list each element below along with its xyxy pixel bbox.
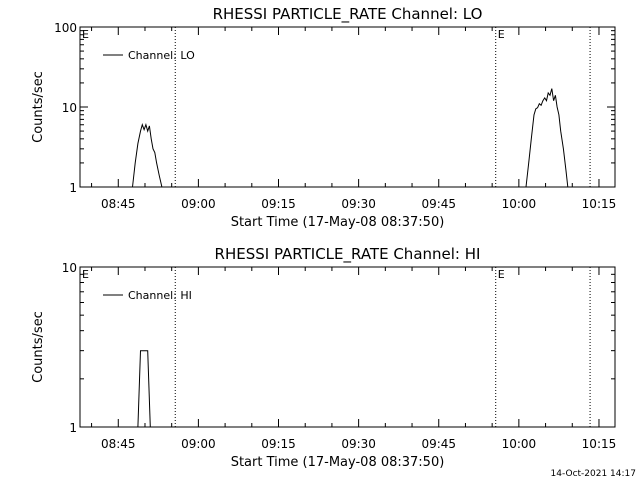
chart-panel-hi: RHESSI PARTICLE_RATE Channel: HI Start Ti… <box>31 245 616 470</box>
eclipse-marker-label: E <box>82 268 89 281</box>
series-line <box>132 123 163 188</box>
y-tick-label: 1 <box>69 181 77 195</box>
x-axis-label: Start Time (17-May-08 08:37:50) <box>231 215 445 230</box>
x-tick-label: 10:15 <box>582 197 617 211</box>
legend-label: Channel: HI <box>128 289 192 302</box>
legend-label: Channel: LO <box>128 49 195 62</box>
chart-panel-lo: RHESSI PARTICLE_RATE Channel: LO Start Ti… <box>31 5 616 230</box>
series-line <box>137 350 151 428</box>
x-tick-label: 08:45 <box>101 437 136 451</box>
y-tick-label: 100 <box>54 21 77 35</box>
x-tick-label: 09:15 <box>261 437 296 451</box>
eclipse-marker-label: E <box>498 268 505 281</box>
y-axis-label: Counts/sec <box>31 71 46 143</box>
y-tick-label: 1 <box>69 421 77 435</box>
x-tick-label: 09:15 <box>261 197 296 211</box>
x-tick-label: 10:00 <box>502 437 537 451</box>
series-line <box>525 88 569 188</box>
x-tick-label: 10:15 <box>582 437 617 451</box>
x-tick-label: 09:00 <box>181 437 216 451</box>
x-tick-label: 09:45 <box>421 197 456 211</box>
plot-frame <box>79 266 616 428</box>
x-tick-label: 09:30 <box>341 197 376 211</box>
chart-title: RHESSI PARTICLE_RATE Channel: LO <box>213 5 483 24</box>
footer-timestamp: 14-Oct-2021 14:17 <box>551 469 636 479</box>
eclipse-marker-label: E <box>498 28 505 41</box>
x-axis-label: Start Time (17-May-08 08:37:50) <box>231 455 445 470</box>
eclipse-marker-label: E <box>82 28 89 41</box>
x-tick-label: 09:45 <box>421 437 456 451</box>
chart-title: RHESSI PARTICLE_RATE Channel: HI <box>215 245 481 264</box>
y-tick-label: 10 <box>62 101 77 115</box>
y-axis-label: Counts/sec <box>31 311 46 383</box>
x-tick-label: 10:00 <box>502 197 537 211</box>
y-tick-label: 10 <box>62 261 77 275</box>
x-tick-label: 08:45 <box>101 197 136 211</box>
x-tick-label: 09:00 <box>181 197 216 211</box>
x-tick-label: 09:30 <box>341 437 376 451</box>
